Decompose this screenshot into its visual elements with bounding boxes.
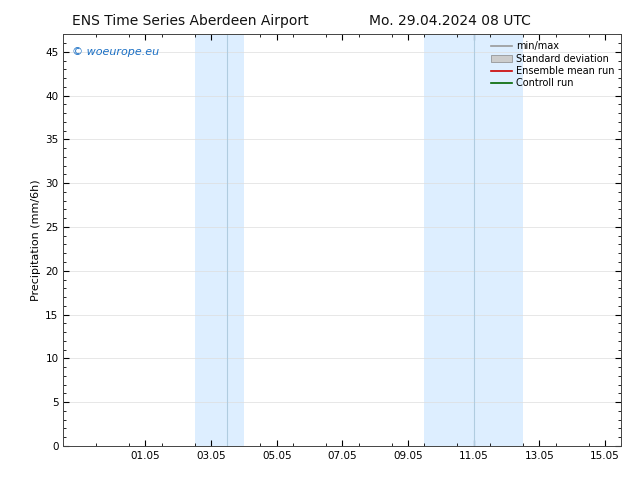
Legend: min/max, Standard deviation, Ensemble mean run, Controll run: min/max, Standard deviation, Ensemble me… <box>489 39 616 90</box>
Text: ENS Time Series Aberdeen Airport: ENS Time Series Aberdeen Airport <box>72 14 309 28</box>
Text: Mo. 29.04.2024 08 UTC: Mo. 29.04.2024 08 UTC <box>369 14 531 28</box>
Text: © woeurope.eu: © woeurope.eu <box>72 47 159 57</box>
Y-axis label: Precipitation (mm/6h): Precipitation (mm/6h) <box>31 179 41 301</box>
Bar <box>424 34 523 446</box>
Bar <box>195 34 244 446</box>
